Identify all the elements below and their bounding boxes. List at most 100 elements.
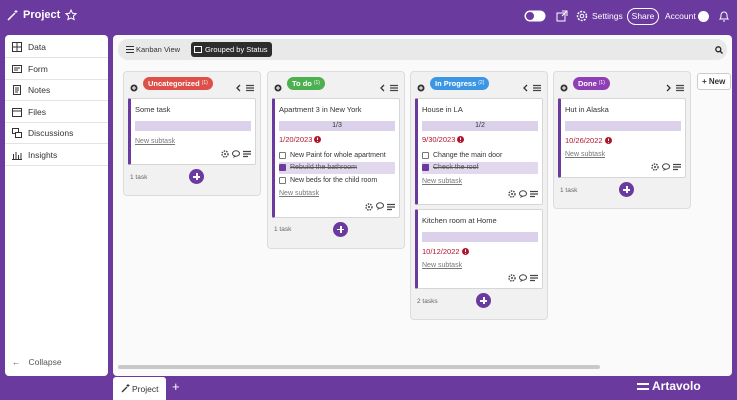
- overdue-icon[interactable]: [604, 137, 612, 144]
- add-task-button[interactable]: [333, 221, 348, 237]
- add-task-button[interactable]: [189, 169, 204, 184]
- subtask-checkbox[interactable]: [279, 164, 286, 172]
- subtask[interactable]: Rebuild the bathroom: [279, 161, 395, 174]
- top-bar: Project Settings Share Account: [0, 0, 737, 33]
- collapse-button[interactable]: ← Collapse: [12, 357, 62, 367]
- project-tab[interactable]: Project: [113, 377, 166, 400]
- new-column-button[interactable]: + New: [697, 73, 731, 90]
- task-card[interactable]: Some task New subtask: [128, 98, 256, 165]
- column-header: To do (1): [272, 72, 400, 94]
- notifications-icon[interactable]: [718, 10, 730, 23]
- card-comments[interactable]: [376, 202, 384, 211]
- column-menu[interactable]: [246, 79, 254, 97]
- new-subtask-link[interactable]: New subtask: [565, 150, 606, 158]
- task-card[interactable]: House in LA 1/2 9/30/2023 Change the main d…: [415, 98, 543, 205]
- card-settings-glyph: [221, 150, 229, 158]
- card-comments-glyph: [232, 149, 240, 158]
- theme-toggle[interactable]: [524, 10, 546, 22]
- card-settings[interactable]: [651, 163, 659, 171]
- new-subtask-link[interactable]: New subtask: [422, 261, 463, 269]
- star-button[interactable]: [65, 9, 77, 21]
- subtask-checkbox[interactable]: [422, 164, 429, 172]
- search-icon[interactable]: [715, 46, 723, 54]
- subtask-checkbox[interactable]: [279, 151, 286, 159]
- column-menu[interactable]: [390, 79, 398, 97]
- avatar[interactable]: [698, 11, 709, 22]
- card-settings[interactable]: [365, 202, 373, 211]
- card-settings[interactable]: [508, 274, 516, 282]
- card-comments[interactable]: [662, 162, 670, 172]
- sidebar-label: Form: [28, 63, 48, 74]
- card-settings[interactable]: [221, 150, 229, 158]
- toolbar: Kanban View Grouped by Status: [118, 39, 727, 60]
- due-date-text: 10/26/2022: [565, 136, 603, 145]
- card-comments[interactable]: [232, 149, 240, 159]
- new-subtask-link[interactable]: New subtask: [135, 137, 176, 145]
- progress-bar: 1/2: [422, 121, 538, 131]
- group-button[interactable]: Grouped by Status: [191, 42, 272, 57]
- settings-icon[interactable]: [576, 10, 588, 22]
- overdue-icon[interactable]: [457, 136, 465, 143]
- subtask-checkbox[interactable]: [422, 151, 429, 159]
- group-icon: [194, 46, 202, 53]
- card-title: House in LA: [422, 105, 463, 114]
- column-menu-glyph: [246, 84, 254, 92]
- new-subtask-link[interactable]: New subtask: [422, 177, 463, 185]
- add-card-icon[interactable]: [274, 79, 282, 97]
- task-card[interactable]: Hut in Alaska 10/26/2022 New subtask: [558, 98, 686, 178]
- move-column-arrow[interactable]: [380, 79, 385, 97]
- subtask-checkbox[interactable]: [279, 176, 286, 184]
- main-panel: Kanban View Grouped by Status + New Unca…: [113, 35, 732, 376]
- sidebar-item[interactable]: Form: [5, 59, 108, 80]
- card-details[interactable]: [673, 163, 681, 171]
- sidebar-item[interactable]: Insights: [5, 145, 108, 166]
- due-date: 1/20/2023: [279, 133, 395, 146]
- card-comments[interactable]: [519, 273, 527, 283]
- sidebar-icon: [12, 64, 22, 73]
- card-settings[interactable]: [508, 190, 516, 198]
- sidebar-icon: [12, 42, 22, 52]
- sidebar-item[interactable]: Discussions: [5, 123, 108, 145]
- overdue-icon[interactable]: [461, 248, 469, 255]
- move-column-arrow[interactable]: [523, 79, 528, 97]
- column-menu[interactable]: [676, 79, 684, 97]
- status-label: To do: [292, 78, 312, 88]
- settings-button[interactable]: Settings: [592, 11, 623, 21]
- status-pill: Uncategorized (1): [143, 76, 213, 90]
- move-column-arrow[interactable]: [236, 79, 241, 97]
- subtask[interactable]: New beds for the child room: [279, 174, 395, 187]
- share-link-icon[interactable]: [556, 10, 568, 22]
- move-column-arrow-glyph: [666, 84, 671, 92]
- task-card[interactable]: Kitchen room at Home 10/12/2022 New subtas…: [415, 209, 543, 289]
- status-count: (2): [478, 80, 485, 86]
- sidebar-icon: [12, 128, 22, 139]
- card-details[interactable]: [243, 150, 251, 158]
- task-card[interactable]: Apartment 3 in New York 1/3 1/20/2023 New P…: [272, 98, 400, 218]
- subtask[interactable]: New Paint for whole apartment: [279, 149, 395, 162]
- card-details[interactable]: [530, 274, 538, 282]
- sidebar-item[interactable]: Files: [5, 102, 108, 123]
- overdue-icon[interactable]: [314, 136, 322, 143]
- subtask[interactable]: Check the roof: [422, 161, 538, 174]
- overdue-icon-glyph: [461, 248, 469, 255]
- add-card-icon[interactable]: [560, 79, 568, 97]
- add-task-button[interactable]: [476, 293, 491, 308]
- add-card-icon[interactable]: [417, 79, 425, 97]
- move-column-arrow[interactable]: [666, 79, 671, 97]
- account-button[interactable]: Account: [665, 11, 696, 21]
- new-subtask-link[interactable]: New subtask: [279, 190, 320, 197]
- card-details[interactable]: [530, 190, 538, 198]
- progress-bar: 1/3: [279, 121, 395, 131]
- add-tab-button[interactable]: +: [172, 379, 180, 394]
- add-card-icon[interactable]: [130, 79, 138, 97]
- sidebar-item[interactable]: Data: [5, 37, 108, 58]
- share-button[interactable]: Share: [627, 8, 659, 25]
- sidebar-item[interactable]: Notes: [5, 80, 108, 102]
- card-comments[interactable]: [519, 189, 527, 199]
- add-task-button[interactable]: [619, 182, 634, 197]
- column-menu[interactable]: [533, 79, 541, 97]
- view-button[interactable]: Kanban View: [136, 45, 181, 54]
- card-details[interactable]: [387, 203, 395, 211]
- subtask[interactable]: Change the main door: [422, 149, 538, 162]
- kanban-icon: [126, 46, 134, 53]
